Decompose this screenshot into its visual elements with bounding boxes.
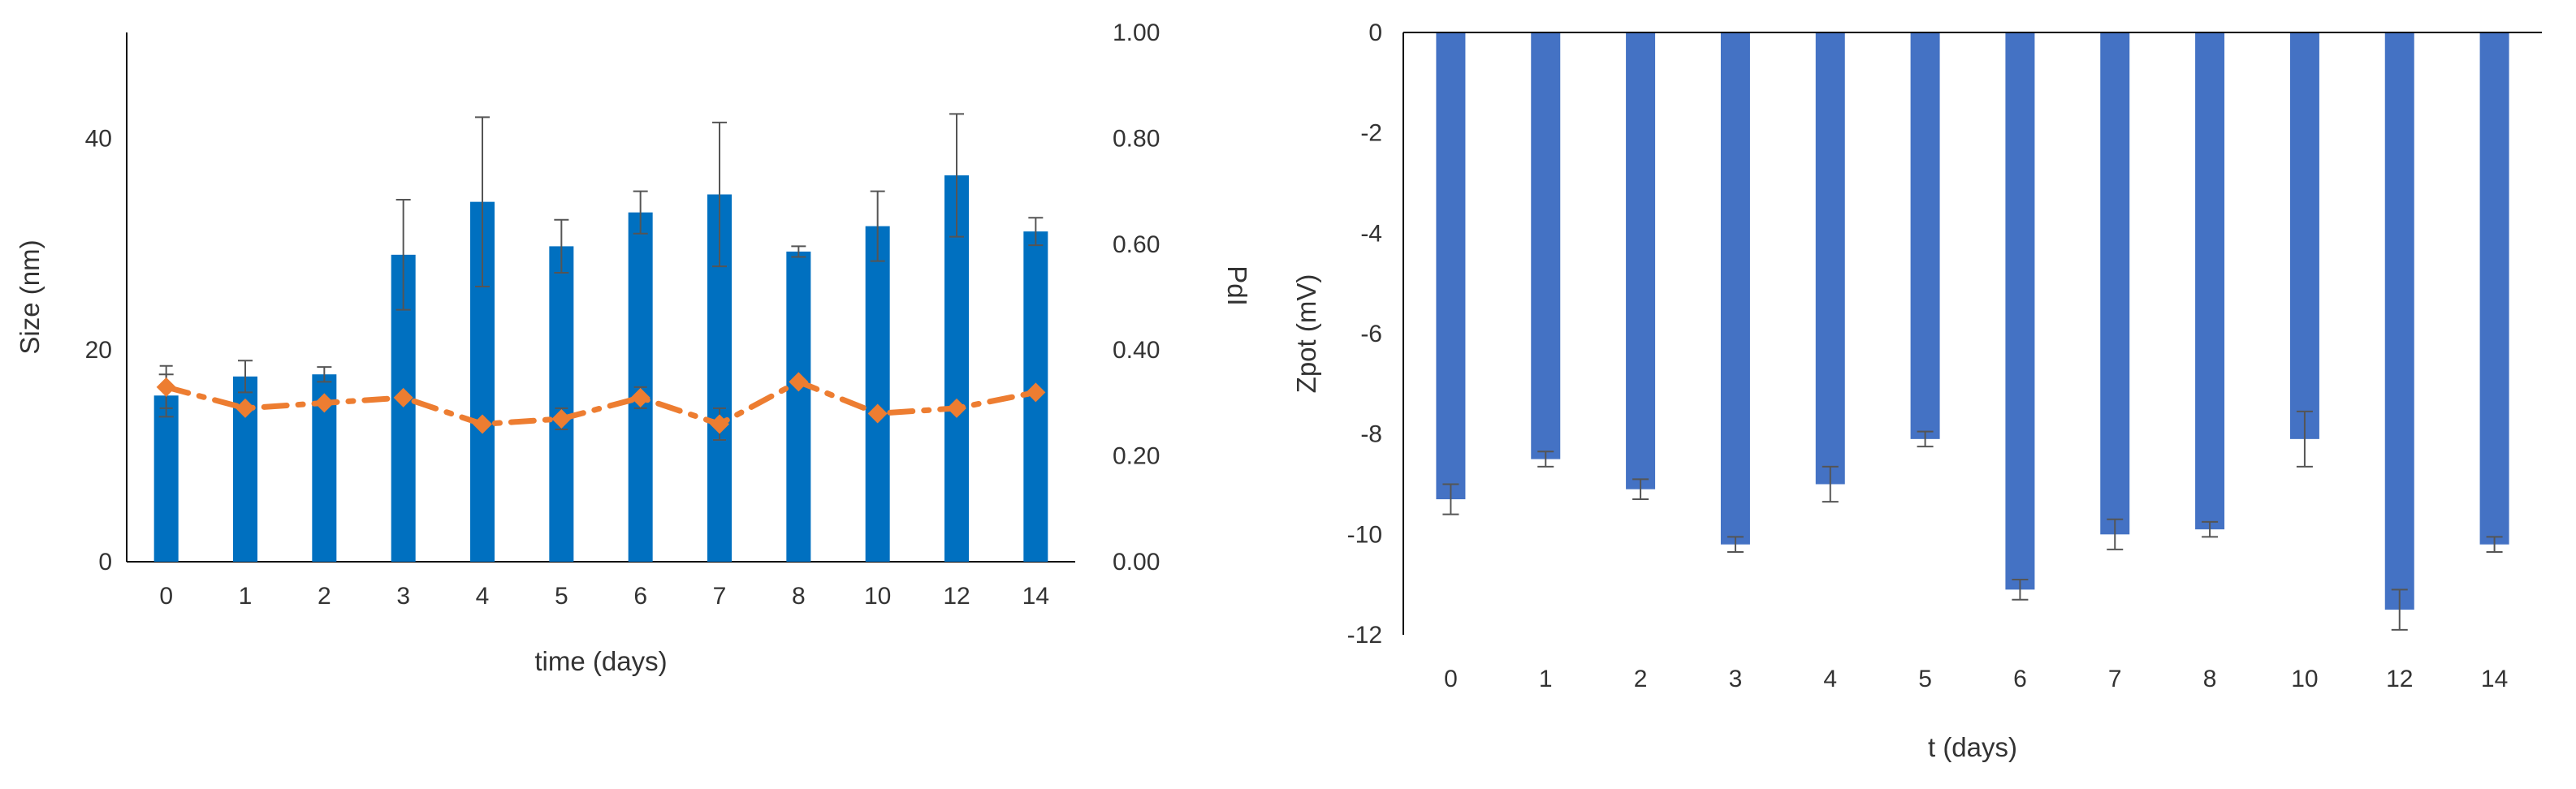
y2-tick-label: 0.00 <box>1113 549 1160 576</box>
pdi-point-marker <box>314 393 335 413</box>
x-axis-title: time (days) <box>534 646 667 676</box>
zpot-bar <box>2100 32 2130 535</box>
y-axis-title: Zpot (mV) <box>1291 274 1321 394</box>
size-bar <box>549 246 574 562</box>
zpot-bar <box>1626 32 1656 489</box>
y2-axis-title: PdI <box>1222 265 1252 306</box>
size-bar <box>786 251 811 562</box>
x-tick-label: 1 <box>239 583 253 610</box>
x-tick-label: 8 <box>792 583 806 610</box>
pdi-point-marker <box>947 398 966 418</box>
zpot-bar <box>2384 32 2414 610</box>
x-tick-label: 5 <box>555 583 568 610</box>
x-tick-label: 0 <box>159 583 173 610</box>
x-tick-label: 8 <box>2203 666 2217 692</box>
pdi-point-marker <box>789 372 809 392</box>
y-tick-label: 0 <box>98 549 112 576</box>
x-tick-label: 14 <box>2481 666 2508 692</box>
zpot-bar <box>1910 32 1940 439</box>
y-tick-label: -2 <box>1360 120 1382 147</box>
zpot-bar <box>2479 32 2509 545</box>
x-axis-title: t (days) <box>1928 732 2017 762</box>
pdi-point-marker <box>867 403 888 424</box>
y2-tick-label: 0.40 <box>1113 337 1160 364</box>
y-tick-label: 20 <box>85 337 112 364</box>
zpot-bar <box>1436 32 1466 500</box>
x-tick-label: 5 <box>1918 666 1932 692</box>
x-tick-label: 2 <box>1634 666 1648 692</box>
x-tick-label: 4 <box>476 583 490 610</box>
pdi-point-marker <box>393 387 413 407</box>
pdi-point-marker <box>1026 382 1046 403</box>
zpot-bar <box>2005 32 2035 590</box>
pdi-point-marker <box>630 387 650 407</box>
x-tick-label: 14 <box>1022 583 1049 610</box>
x-tick-label: 3 <box>396 583 410 610</box>
y2-tick-label: 1.00 <box>1113 19 1160 46</box>
x-tick-label: 12 <box>2386 666 2413 692</box>
x-tick-label: 2 <box>318 583 331 610</box>
y2-tick-label: 0.60 <box>1113 231 1160 258</box>
y-axis-title: Size (nm) <box>15 239 45 354</box>
y-tick-label: 0 <box>1368 19 1382 46</box>
y-tick-label: -8 <box>1360 421 1382 448</box>
pdi-point-marker <box>473 414 492 434</box>
zpot-bar <box>1720 32 1750 545</box>
x-tick-label: 7 <box>2108 666 2122 692</box>
x-tick-label: 10 <box>864 583 891 610</box>
x-tick-label: 1 <box>1539 666 1553 692</box>
y-tick-label: -6 <box>1360 321 1382 347</box>
y-tick-label: 40 <box>85 125 112 152</box>
x-tick-label: 4 <box>1823 666 1837 692</box>
x-tick-label: 6 <box>2013 666 2027 692</box>
zpot-bar <box>2289 32 2319 439</box>
size-bar <box>153 395 179 562</box>
zpot-bar <box>1531 32 1561 459</box>
pdi-point-marker <box>551 408 572 429</box>
x-tick-label: 7 <box>713 583 727 610</box>
x-tick-label: 10 <box>2291 666 2318 692</box>
pdi-point-marker <box>236 398 255 418</box>
x-tick-label: 12 <box>943 583 970 610</box>
x-tick-label: 6 <box>633 583 647 610</box>
y2-tick-label: 0.80 <box>1113 125 1160 152</box>
pdi-point-marker <box>156 377 176 397</box>
x-tick-label: 3 <box>1729 666 1743 692</box>
zpot-chart: 0-2-4-6-8-10-120 1 2 3 4 5 6 7 8 10 12 14t (days)Zp… <box>1291 19 2542 762</box>
y-tick-label: -10 <box>1347 521 1382 548</box>
pdi-point-marker <box>710 414 729 434</box>
zpot-bar <box>2195 32 2225 530</box>
size-bar <box>865 226 890 562</box>
size-bar <box>944 175 969 563</box>
y-tick-label: -4 <box>1360 220 1382 247</box>
pdi-series-line <box>163 378 1039 428</box>
y2-tick-label: 0.20 <box>1113 443 1160 470</box>
y-tick-label: -12 <box>1347 622 1382 649</box>
zpot-bar <box>1815 32 1845 485</box>
x-tick-label: 0 <box>1444 666 1458 692</box>
